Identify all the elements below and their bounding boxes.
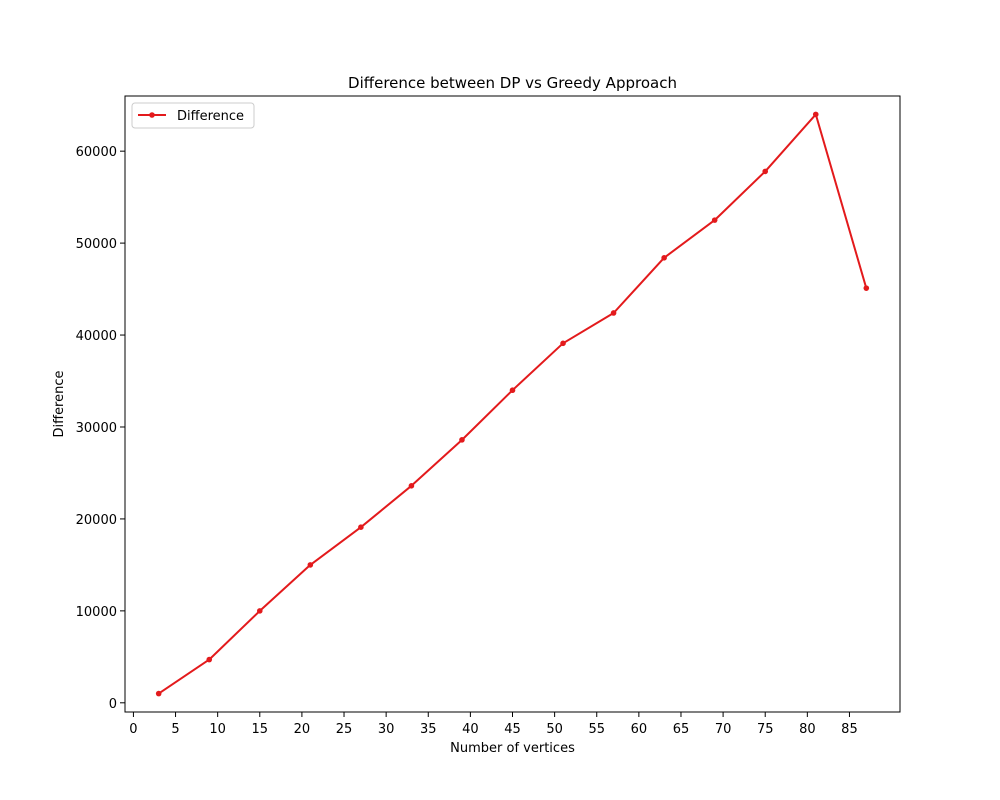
data-point <box>307 562 314 568</box>
x-tick-label: 5 <box>171 722 179 737</box>
data-point <box>408 483 415 489</box>
x-tick-label: 55 <box>588 722 605 737</box>
data-point <box>256 608 263 614</box>
x-axis-label: Number of vertices <box>450 741 575 756</box>
x-tick-label: 10 <box>209 722 226 737</box>
y-tick-label: 30000 <box>76 421 117 436</box>
x-tick-label: 70 <box>715 722 732 737</box>
data-point <box>206 656 213 663</box>
y-tick-label: 0 <box>109 697 117 712</box>
y-axis-label: Difference <box>52 370 67 437</box>
x-tick-label: 80 <box>799 722 816 737</box>
x-tick-label: 0 <box>129 722 137 737</box>
x-tick-label: 75 <box>757 722 774 737</box>
legend-marker <box>149 112 155 118</box>
x-tick-label: 65 <box>673 722 690 737</box>
x-tick-label: 30 <box>378 722 395 737</box>
x-tick-label: 40 <box>462 722 479 737</box>
data-point <box>610 310 617 316</box>
legend-box <box>131 102 255 129</box>
data-point <box>155 690 162 697</box>
plot-area <box>124 95 901 713</box>
data-point <box>661 255 667 261</box>
legend: Difference <box>131 102 255 129</box>
data-point <box>509 387 516 394</box>
y-tick-label: 10000 <box>76 605 117 620</box>
data-point <box>459 437 465 443</box>
data-point <box>863 285 870 291</box>
y-tick-label: 60000 <box>76 145 117 160</box>
x-tick-label: 15 <box>252 722 269 737</box>
x-tick-label: 85 <box>841 722 858 737</box>
data-point <box>560 340 566 347</box>
data-point <box>762 168 769 175</box>
series-layer <box>155 111 870 697</box>
x-axis: 0 5 10 15 20 25 30 35 40 45 50 55 60 65 70 75 80 85 <box>129 712 858 737</box>
y-tick-label: 40000 <box>76 329 117 344</box>
legend-label-difference: Difference <box>177 109 244 124</box>
data-point <box>812 111 819 118</box>
y-tick-label: 50000 <box>76 237 117 252</box>
x-tick-label: 45 <box>504 722 521 737</box>
x-tick-label: 25 <box>336 722 353 737</box>
x-tick-label: 20 <box>294 722 311 737</box>
y-tick-label: 20000 <box>76 513 117 528</box>
data-point <box>358 524 364 530</box>
y-axis: 0 10000 20000 30000 40000 50000 60000 <box>76 145 125 712</box>
x-tick-label: 35 <box>420 722 437 737</box>
x-tick-label: 60 <box>631 722 648 737</box>
data-point <box>711 217 718 223</box>
x-tick-label: 50 <box>546 722 563 737</box>
chart-title: Difference between DP vs Greedy Approach <box>348 74 677 92</box>
